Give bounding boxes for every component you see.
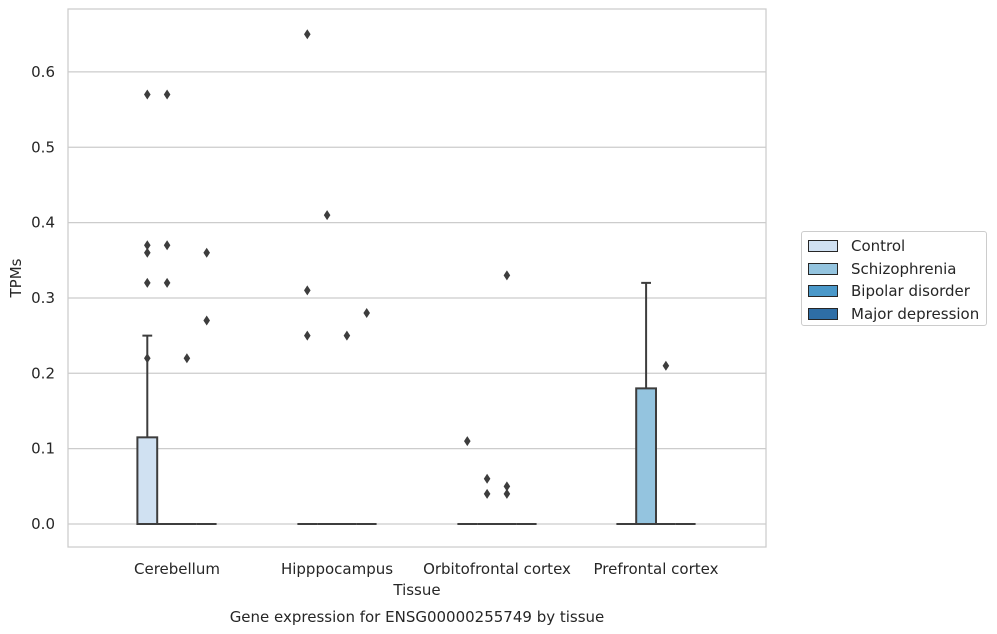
outlier-point bbox=[363, 308, 370, 319]
y-tick-label: 0.5 bbox=[31, 138, 55, 156]
plot-frame bbox=[67, 8, 767, 548]
grid-lines bbox=[68, 71, 766, 525]
x-tick-label: Hipppocampus bbox=[281, 560, 393, 578]
outlier-point bbox=[662, 360, 670, 371]
boxes bbox=[136, 281, 696, 525]
outlier-point bbox=[323, 210, 331, 221]
outlier-point bbox=[144, 247, 151, 258]
legend-item-bipolar-disorder: Bipolar disorder bbox=[808, 280, 980, 303]
outlier-point bbox=[144, 277, 151, 288]
outlier-point bbox=[503, 481, 511, 492]
legend-item-schizophrenia: Schizophrenia bbox=[808, 258, 980, 281]
outlier-points bbox=[144, 29, 670, 499]
y-tick-label: 0.2 bbox=[31, 364, 55, 382]
legend-label-bipolar-disorder: Bipolar disorder bbox=[851, 282, 970, 301]
outlier-point bbox=[203, 315, 210, 326]
outlier-point bbox=[304, 330, 311, 341]
outlier-point bbox=[503, 488, 511, 499]
box-body bbox=[635, 387, 658, 525]
outlier-point bbox=[183, 353, 191, 364]
legend-label-schizophrenia: Schizophrenia bbox=[851, 259, 957, 278]
y-axis-label: TPMs bbox=[7, 258, 25, 298]
legend-item-major-depression: Major depression bbox=[808, 303, 980, 326]
outlier-point bbox=[163, 89, 171, 100]
outlier-point bbox=[464, 436, 471, 447]
outlier-point bbox=[144, 89, 151, 100]
y-tick-label: 0.3 bbox=[31, 289, 55, 307]
legend-swatch-bipolar-disorder bbox=[808, 285, 838, 298]
outlier-point bbox=[503, 270, 511, 281]
legend-label-control: Control bbox=[851, 237, 906, 256]
y-tick-label: 0.1 bbox=[31, 440, 55, 458]
outlier-point bbox=[304, 29, 311, 40]
legend-swatch-control bbox=[808, 240, 838, 253]
outlier-point bbox=[144, 353, 151, 364]
y-tick-label: 0.4 bbox=[31, 214, 55, 232]
legend-item-control: Control bbox=[808, 235, 980, 258]
legend-swatch-schizophrenia bbox=[808, 262, 838, 275]
outlier-point bbox=[483, 473, 491, 484]
outlier-point bbox=[203, 247, 210, 258]
x-tick-label: Orbitofrontal cortex bbox=[423, 560, 571, 578]
outlier-point bbox=[483, 488, 491, 499]
x-tick-labels: Cerebellum Hipppocampus Orbitofrontal cort… bbox=[134, 560, 719, 578]
legend: Control Schizophrenia Bipolar disorder M… bbox=[801, 231, 987, 326]
box-schizophrenia bbox=[635, 281, 658, 525]
outlier-point bbox=[144, 240, 151, 251]
box-body bbox=[136, 436, 159, 525]
outlier-point bbox=[163, 240, 171, 251]
x-axis-label: Tissue bbox=[392, 581, 440, 599]
legend-swatch-major-depression bbox=[808, 307, 838, 320]
outlier-point bbox=[304, 285, 311, 296]
y-tick-label: 0.0 bbox=[31, 515, 55, 533]
y-tick-label: 0.6 bbox=[31, 63, 55, 81]
legend-label-major-depression: Major depression bbox=[851, 304, 980, 323]
x-tick-label: Cerebellum bbox=[134, 560, 220, 578]
box-control bbox=[136, 334, 159, 525]
y-tick-labels: 0.0 0.1 0.2 0.3 0.4 0.5 0.6 bbox=[31, 63, 55, 533]
chart-title: Gene expression for ENSG00000255749 by t… bbox=[230, 608, 605, 626]
x-tick-label: Prefrontal cortex bbox=[594, 560, 719, 578]
outlier-point bbox=[163, 277, 171, 288]
outlier-point bbox=[343, 330, 351, 341]
